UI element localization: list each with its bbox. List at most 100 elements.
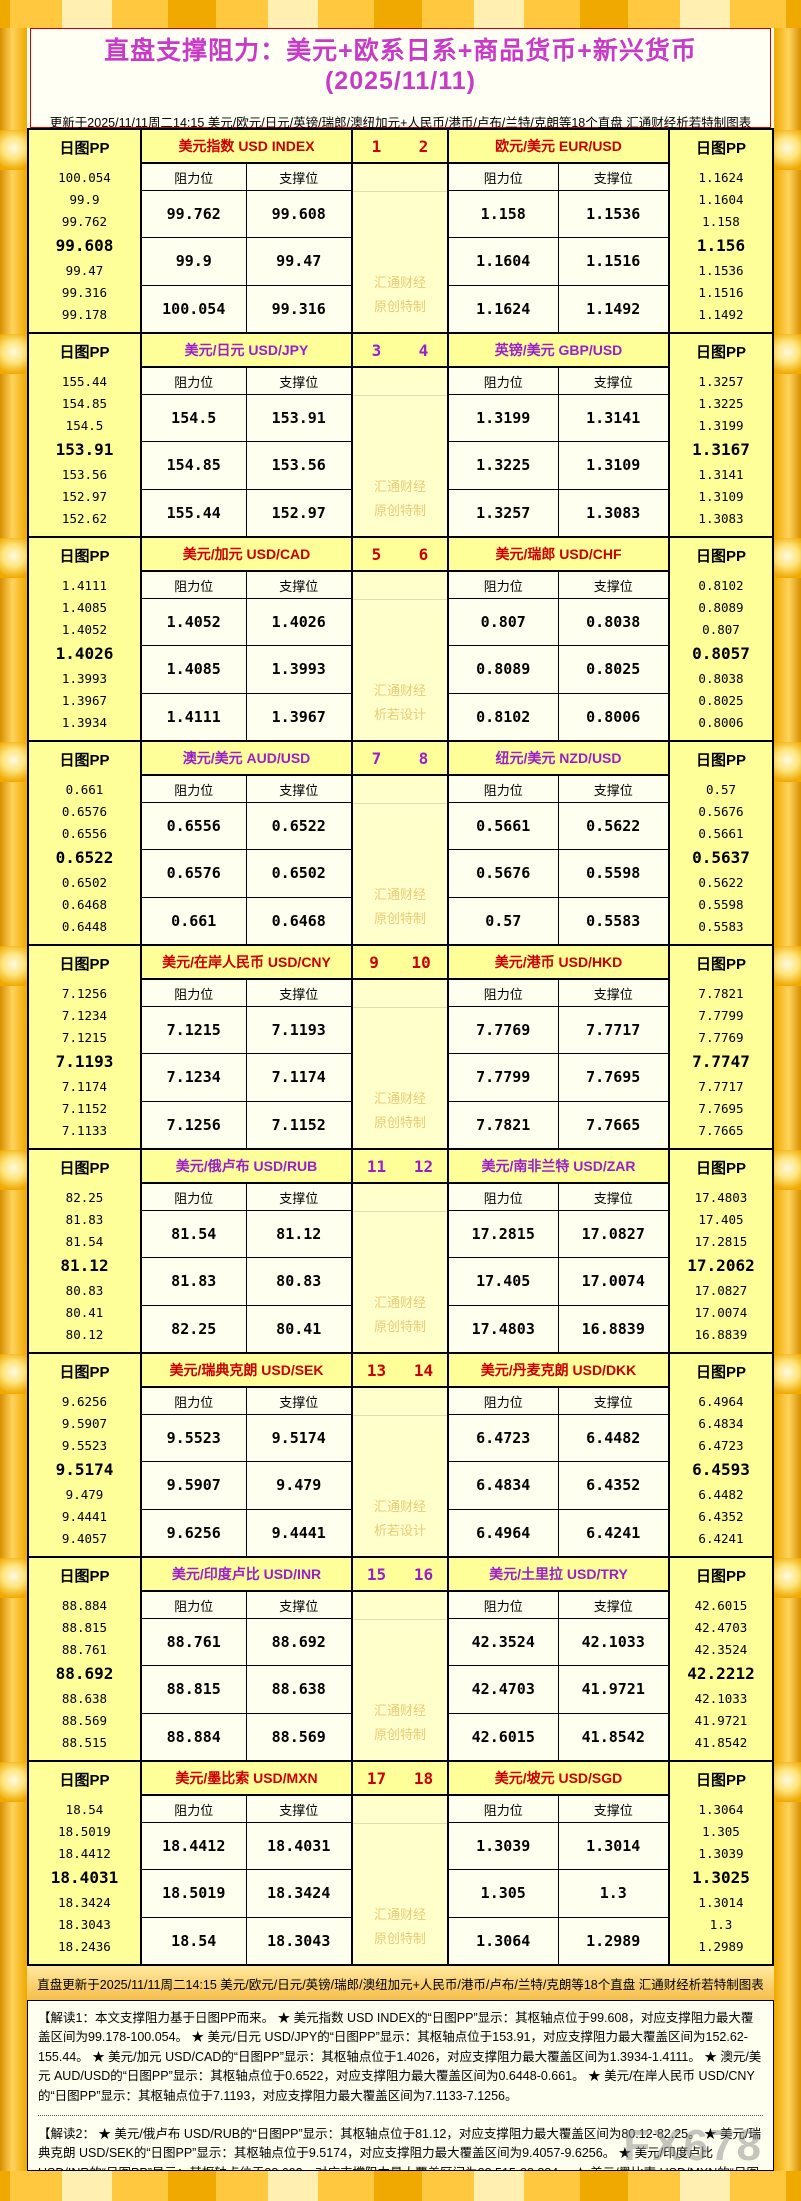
- pair-name-left: 澳元/美元 AUD/USD: [142, 742, 351, 776]
- pair-table-right: 纽元/美元 NZD/USD 阻力位 支撑位 0.5661 0.5622 0.5676…: [447, 742, 668, 944]
- watermark-area: 汇通财经 原创特制: [353, 1008, 447, 1148]
- rs-header: 阻力位 支撑位: [449, 572, 668, 599]
- rs-row: 42.6015 41.8542: [449, 1713, 668, 1760]
- pp-value: 88.761: [61, 1642, 108, 1658]
- frame-bevel-ornament: [0, 334, 27, 374]
- block-index-left: 3: [371, 340, 382, 360]
- resistance-value: 9.5907: [142, 1462, 247, 1509]
- support-value: 0.6522: [271, 817, 326, 836]
- note-2: 【解读2： ★ 美元/俄卢布 USD/RUB的“日图PP”显示：其枢轴点位于81…: [38, 2126, 762, 2170]
- index-column-spacer: [353, 1184, 447, 1212]
- notes-box: 【解读1：本文支撑阻力基于日图PP而来。 ★ 美元指数 USD INDEX的“日…: [27, 2000, 774, 2171]
- pp-list-right: 0.8102 0.8089 0.807 0.8057 0.8038 0.8025 0.800…: [670, 572, 772, 740]
- pp-value: 9.4441: [61, 1509, 108, 1525]
- support-value: 7.7717: [586, 1021, 641, 1040]
- rs-row: 99.9 99.47: [142, 238, 351, 286]
- pp-value: 18.3424: [58, 1894, 111, 1910]
- support-value: 1.3014: [586, 1837, 641, 1856]
- resistance-value: 1.3064: [449, 1917, 559, 1964]
- rs-rows-right: 1.3039 1.3014 1.305 1.3 1.3064 1.2989: [449, 1823, 668, 1964]
- rs-rows-left: 154.5 153.91 154.85 153.56 155.44 152.97: [142, 395, 351, 536]
- support-value: 99.47: [276, 252, 322, 271]
- resistance-value: 155.44: [142, 489, 247, 536]
- resistance-value: 1.1624: [449, 285, 559, 332]
- block-index-right: 18: [413, 1768, 434, 1788]
- support-value: 81.12: [276, 1225, 322, 1244]
- support-value: 0.8038: [586, 613, 641, 632]
- support-value: 88.638: [271, 1680, 326, 1699]
- watermark-line-1: 汇通财经: [373, 478, 426, 494]
- rs-row: 1.4085 1.3993: [142, 646, 351, 694]
- rs-header: 阻力位 支撑位: [449, 980, 668, 1007]
- pair-table-right: 美元/瑞郎 USD/CHF 阻力位 支撑位 0.807 0.8038 0.8089 0…: [447, 538, 668, 740]
- pp-label: 日图PP: [695, 1771, 746, 1789]
- pair-name-left: 美元/瑞典克朗 USD/SEK: [142, 1354, 351, 1388]
- rs-row: 6.4964 6.4241: [449, 1509, 668, 1556]
- block-index-numbers: 11 12: [353, 1150, 447, 1184]
- pp-value: 6.4482: [698, 1486, 744, 1502]
- watermark-area: 汇通财经 原创特制: [353, 1620, 447, 1760]
- pp-list-right: 17.4803 17.405 17.2815 17.2062 17.0827 17.007…: [670, 1184, 772, 1352]
- currency-block: 日图PP 7.1256 7.1234 7.1215 7.1193 7.1174 7.115…: [29, 946, 772, 1150]
- rs-row: 88.815 88.638: [142, 1666, 351, 1714]
- support-label: 支撑位: [279, 578, 319, 594]
- resistance-label: 阻力位: [449, 1184, 559, 1210]
- rs-header: 阻力位 支撑位: [449, 1184, 668, 1211]
- fx678-watermark: FX678: [623, 2121, 763, 2170]
- watermark-line-1: 汇通财经: [373, 1090, 426, 1106]
- rs-row: 0.5676 0.5598: [449, 850, 668, 898]
- pp-value: 9.6256: [61, 1393, 108, 1409]
- pair-name-right: 美元/港币 USD/HKD: [449, 946, 668, 980]
- support-value: 7.7665: [586, 1115, 641, 1134]
- currency-block: 日图PP 0.661 0.6576 0.6556 0.6522 0.6502 0.6468…: [29, 742, 772, 946]
- resistance-label: 阻力位: [142, 980, 247, 1006]
- pair-name-right: 美元/坡元 USD/SGD: [449, 1762, 668, 1796]
- block-index-numbers: 1 2: [353, 130, 447, 164]
- support-value: 80.41: [276, 1319, 322, 1338]
- resistance-value: 17.4803: [449, 1305, 559, 1352]
- pp-value: 7.7665: [698, 1123, 744, 1139]
- support-value: 99.608: [271, 205, 326, 224]
- pp-value: 9.5523: [61, 1438, 108, 1454]
- pp-value: 9.479: [65, 1486, 104, 1502]
- rs-row: 99.762 99.608: [142, 191, 351, 239]
- rs-header: 阻力位 支撑位: [449, 776, 668, 803]
- pair-table-left: 美元/瑞典克朗 USD/SEK 阻力位 支撑位 9.5523 9.5174 9.59…: [140, 1354, 351, 1556]
- support-label: 支撑位: [279, 782, 319, 798]
- rs-header: 阻力位 支撑位: [142, 1184, 351, 1211]
- index-column: 15 16 汇通财经 原创特制: [351, 1558, 447, 1760]
- rs-row: 1.305 1.3: [449, 1870, 668, 1918]
- rs-row: 1.3257 1.3083: [449, 489, 668, 536]
- pp-value: 100.054: [58, 169, 111, 185]
- rs-rows-left: 0.6556 0.6522 0.6576 0.6502 0.661 0.6468: [142, 803, 351, 944]
- block-index-left: 15: [366, 1564, 387, 1584]
- pair-name-right: 美元/丹麦克朗 USD/DKK: [449, 1354, 668, 1388]
- pp-column-right: 日图PP 1.3064 1.305 1.3039 1.3025 1.3014 1.3 1.2…: [668, 1762, 772, 1964]
- pp-label: 日图PP: [695, 343, 746, 361]
- pair-table-left: 美元/在岸人民币 USD/CNY 阻力位 支撑位 7.1215 7.1193 7.1…: [140, 946, 351, 1148]
- resistance-value: 1.1604: [449, 238, 559, 285]
- rs-row: 154.85 153.56: [142, 442, 351, 490]
- pp-value: 0.6556: [61, 826, 108, 842]
- pp-list-left: 1.4111 1.4085 1.4052 1.4026 1.3993 1.3967 1.39…: [29, 572, 140, 740]
- rs-row: 1.3225 1.3109: [449, 442, 668, 490]
- pair-name-left: 美元指数 USD INDEX: [142, 130, 351, 164]
- pp-label: 日图PP: [59, 1159, 110, 1177]
- rs-row: 0.8102 0.8006: [449, 693, 668, 740]
- rs-header: 阻力位 支撑位: [142, 572, 351, 599]
- rs-rows-left: 81.54 81.12 81.83 80.83 82.25 80.41: [142, 1211, 351, 1352]
- frame-bevel-ornament: [0, 1558, 27, 1598]
- resistance-value: 6.4834: [449, 1462, 559, 1509]
- pp-value: 1.3014: [698, 1894, 744, 1910]
- rs-row: 82.25 80.41: [142, 1305, 351, 1352]
- pp-pivot-value: 0.6522: [55, 848, 114, 868]
- watermark-area: 汇通财经 原创特制: [353, 1212, 447, 1352]
- rs-row: 9.6256 9.4441: [142, 1509, 351, 1556]
- pp-value: 0.5622: [698, 874, 744, 890]
- pp-pivot-value: 0.5637: [692, 848, 750, 868]
- pp-label: 日图PP: [695, 1363, 746, 1381]
- pp-column-right: 日图PP 17.4803 17.405 17.2815 17.2062 17.0827 1…: [668, 1150, 772, 1352]
- pp-value: 17.405: [698, 1211, 744, 1227]
- rs-row: 1.1604 1.1516: [449, 238, 668, 286]
- watermark-line-1: 汇通财经: [373, 1498, 426, 1514]
